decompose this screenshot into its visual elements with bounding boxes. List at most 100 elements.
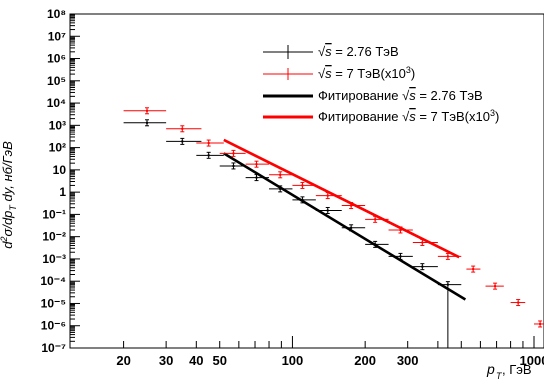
series-group bbox=[123, 119, 462, 348]
data-point bbox=[219, 149, 246, 157]
plot-frame bbox=[69, 13, 544, 349]
data-point bbox=[292, 196, 316, 204]
data-point bbox=[166, 137, 202, 145]
y-tick-label: 10⁸ bbox=[47, 7, 66, 21]
data-point bbox=[341, 202, 366, 210]
y-tick-label: 10 bbox=[53, 163, 67, 177]
legend-label-276: √s = 2.76 ТэВ bbox=[318, 44, 399, 59]
legend: √s = 2.76 ТэВ √s = 7 ТэВ(x103) Фитирован… bbox=[263, 44, 499, 124]
data-point bbox=[245, 174, 270, 182]
data-point bbox=[219, 162, 246, 170]
y-axis-label-text: d2σ/dpT dy, нб/ГэВ bbox=[0, 141, 18, 249]
marker bbox=[279, 173, 282, 176]
data-point bbox=[437, 281, 462, 348]
y-axis: 10⁸ 10⁷ 10⁶ 10⁵ 10⁴ 10³ 10² 10 1 10⁻¹ 10⁻² 10⁻³ 10⁻⁴… bbox=[40, 7, 80, 355]
data-point bbox=[412, 238, 438, 246]
marker bbox=[181, 140, 184, 143]
data-point bbox=[196, 139, 224, 147]
y-tick-label: 10³ bbox=[49, 118, 66, 132]
data-point bbox=[341, 224, 366, 232]
x-tick-label: 1000 bbox=[520, 353, 544, 368]
data-point bbox=[437, 252, 462, 260]
marker bbox=[232, 164, 235, 167]
x-tick-label: 20 bbox=[116, 353, 130, 368]
marker bbox=[255, 176, 258, 179]
data-point bbox=[123, 119, 167, 127]
y-tick-label: 10⁻¹ bbox=[42, 207, 66, 221]
x-tick-label: 40 bbox=[189, 353, 203, 368]
x-axis-label: p T , ГэВ bbox=[486, 361, 532, 381]
data-point bbox=[245, 160, 270, 168]
legend-entry-fit-7: Фитирование √s = 7 ТэВ(x103) bbox=[263, 108, 499, 124]
marker bbox=[207, 154, 210, 157]
marker bbox=[446, 255, 449, 258]
marker bbox=[181, 127, 184, 130]
legend-entry-276: √s = 2.76 ТэВ bbox=[263, 44, 399, 59]
marker bbox=[301, 184, 304, 187]
data-point bbox=[466, 265, 481, 273]
data-point bbox=[412, 263, 438, 271]
marker bbox=[232, 152, 235, 155]
y-tick-label: 10⁶ bbox=[47, 52, 66, 66]
marker bbox=[446, 283, 449, 286]
data-point bbox=[315, 192, 342, 200]
marker bbox=[517, 301, 520, 304]
y-tick-label: 10⁵ bbox=[47, 74, 66, 88]
data-point bbox=[365, 240, 389, 248]
fit-line bbox=[223, 152, 467, 301]
x-tick-label: 100 bbox=[282, 353, 304, 368]
legend-label-fit-276: Фитирование √s = 2.76 ТэВ bbox=[318, 88, 483, 103]
x-axis: 20 30 40 50 100 200 300 1000 bbox=[116, 336, 544, 368]
marker bbox=[301, 198, 304, 201]
data-point bbox=[292, 181, 316, 189]
y-tick-label: 10⁻³ bbox=[42, 252, 66, 266]
y-tick-label: 10⁻⁵ bbox=[41, 296, 66, 310]
marker bbox=[146, 121, 149, 124]
data-point bbox=[269, 185, 293, 193]
legend-entry-fit-276: Фитирование √s = 2.76 ТэВ bbox=[263, 88, 483, 103]
marker bbox=[494, 285, 497, 288]
x-tick-label: 200 bbox=[354, 353, 376, 368]
marker bbox=[539, 322, 542, 325]
legend-entry-7: √s = 7 ТэВ(x103) bbox=[263, 65, 415, 81]
data-point bbox=[485, 282, 504, 290]
data-series bbox=[123, 107, 544, 348]
legend-label-7: √s = 7 ТэВ(x103) bbox=[318, 65, 415, 81]
marker bbox=[350, 226, 353, 229]
x-axis-label-unit: , ГэВ bbox=[502, 362, 532, 377]
data-point bbox=[166, 125, 202, 133]
y-tick-label: 10⁻⁶ bbox=[41, 319, 66, 333]
x-tick-label: 300 bbox=[397, 353, 419, 368]
y-tick-label: 10⁻⁴ bbox=[40, 274, 66, 288]
fit-line bbox=[223, 138, 460, 259]
marker bbox=[421, 265, 424, 268]
data-point bbox=[365, 215, 389, 223]
y-axis-label: d2σ/dpT dy, нб/ГэВ bbox=[0, 141, 18, 249]
y-tick-label: 10⁷ bbox=[48, 29, 66, 43]
y-tick-label: 1 bbox=[59, 185, 66, 199]
y-tick-label: 10² bbox=[49, 141, 66, 155]
y-tick-label: 10⁴ bbox=[47, 96, 66, 110]
marker bbox=[279, 187, 282, 190]
marker bbox=[374, 218, 377, 221]
marker bbox=[472, 268, 475, 271]
x-tick-label: 50 bbox=[212, 353, 226, 368]
marker bbox=[207, 142, 210, 145]
legend-label-fit-7: Фитирование √s = 7 ТэВ(x103) bbox=[318, 108, 499, 124]
y-tick-label: 10⁻² bbox=[42, 230, 66, 244]
marker bbox=[350, 204, 353, 207]
marker bbox=[421, 241, 424, 244]
data-point bbox=[388, 252, 413, 260]
marker bbox=[255, 163, 258, 166]
marker bbox=[326, 209, 329, 212]
data-point bbox=[123, 107, 167, 115]
x-axis-label-sub: T bbox=[496, 371, 503, 381]
marker bbox=[326, 194, 329, 197]
marker bbox=[399, 228, 402, 231]
data-point bbox=[269, 171, 293, 179]
x-axis-label-p: p bbox=[486, 361, 495, 377]
x-tick-label: 30 bbox=[159, 353, 173, 368]
marker bbox=[374, 243, 377, 246]
data-point bbox=[315, 206, 342, 214]
